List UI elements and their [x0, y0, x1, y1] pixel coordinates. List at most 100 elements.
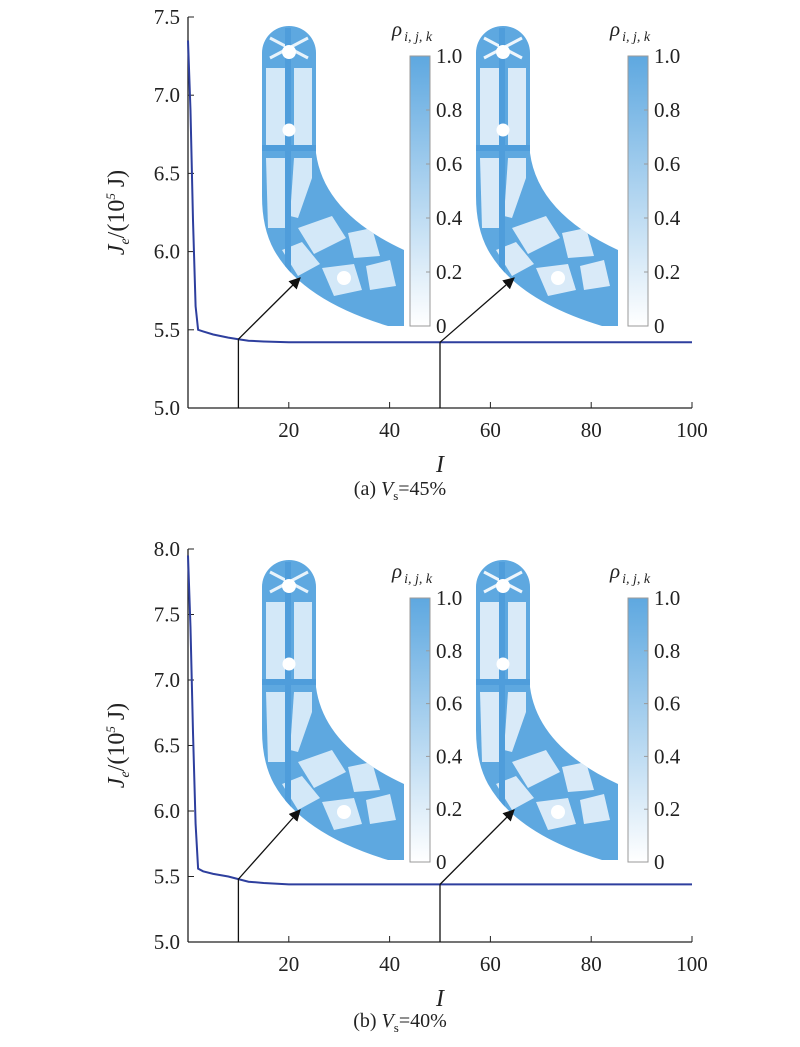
annotation-arrow	[237, 277, 301, 340]
low-density-patch	[266, 158, 286, 228]
hole-bottom	[551, 271, 565, 285]
low-density-patch	[348, 228, 380, 258]
low-density-patch	[480, 602, 500, 682]
hole-top	[282, 45, 296, 59]
x-tick-label: 40	[379, 952, 400, 976]
annotation-arrow	[439, 277, 515, 343]
colorbar-tick-label: 0.2	[654, 797, 680, 821]
colorbar-tick-label: 0.4	[654, 206, 681, 230]
low-density-patch	[562, 762, 594, 792]
panel-b: ρ i, j, k 0 0.2 0.4 0.6 0.8 1.0 ρ i, j, k 0 0.2 0.4 0…	[0, 532, 800, 1047]
low-density-patch	[496, 776, 534, 810]
low-density-patch	[366, 794, 396, 824]
colorbar-title: ρ i, j, k	[391, 17, 433, 45]
colorbar-tick-label: 0.4	[654, 744, 681, 768]
hole-top	[496, 45, 510, 59]
low-density-patch	[508, 68, 526, 148]
low-density-patch	[294, 602, 312, 682]
y-axis-label: Je/(105 J)	[103, 170, 133, 255]
low-density-patch	[266, 68, 286, 148]
x-axis-label: I	[435, 452, 445, 478]
caption-prefix: (b)	[353, 1010, 382, 1032]
caption-rest: =45%	[398, 478, 447, 500]
y-tick-label: 6.5	[154, 734, 180, 758]
colorbar-tick-label: 0.6	[436, 692, 462, 716]
series-line	[187, 555, 692, 886]
x-tick-label: 60	[480, 418, 501, 442]
caption-rest: =40%	[398, 1010, 447, 1032]
hole-middle	[496, 123, 510, 137]
colorbar	[627, 597, 649, 863]
low-density-patch	[266, 692, 286, 762]
topology-inset-0-2	[476, 26, 618, 326]
colorbar-title: ρ i, j, k	[609, 559, 651, 587]
caption-var: V	[381, 1010, 394, 1032]
panel-a: ρ i, j, k 0 0.2 0.4 0.6 0.8 1.0 ρ i, j, k 0 0.2 0.4 0…	[0, 5, 800, 504]
colorbar-tick-label: 0.8	[654, 98, 680, 122]
hole-middle	[282, 657, 296, 671]
colorbar-tick-label: 0.4	[436, 744, 463, 768]
colorbar-tick-label: 0	[654, 314, 665, 338]
hole-bottom	[337, 271, 351, 285]
y-tick-label: 6.5	[154, 161, 180, 185]
x-tick-label: 80	[581, 952, 602, 976]
low-density-patch	[266, 602, 286, 682]
low-density-patch	[290, 692, 312, 752]
colorbar-tick-label: 0.4	[436, 206, 463, 230]
low-density-patch	[512, 750, 560, 788]
low-density-patch	[294, 68, 312, 148]
colorbar-tick-label: 0	[436, 850, 447, 874]
x-tick-label: 20	[278, 952, 299, 976]
colorbar-tick-label: 1.0	[654, 44, 680, 68]
colorbar-tick-label: 1.0	[436, 586, 462, 610]
colorbar-tick-label: 0.2	[436, 260, 462, 284]
y-tick-label: 6.0	[154, 799, 180, 823]
low-density-patch	[580, 260, 610, 290]
series-line	[187, 40, 692, 344]
colorbar-tick-label: 1.0	[654, 586, 680, 610]
low-density-patch	[512, 216, 560, 254]
colorbar-title: ρ i, j, k	[391, 559, 433, 587]
low-density-patch	[562, 228, 594, 258]
low-density-patch	[290, 158, 312, 218]
hole-middle	[282, 123, 296, 137]
y-axis-label: Je/(105 J)	[103, 703, 133, 788]
y-tick-label: 5.0	[154, 396, 180, 420]
caption-sub: s	[393, 1020, 399, 1035]
y-tick-label: 7.5	[154, 5, 180, 29]
x-tick-label: 80	[581, 418, 602, 442]
topology-inset-1-2	[476, 560, 618, 860]
hole-middle	[496, 657, 510, 671]
colorbar-tick-label: 0.8	[436, 639, 462, 663]
low-density-patch	[298, 750, 346, 788]
low-density-patch	[504, 692, 526, 752]
caption-a: (a) Vs=45%	[0, 478, 800, 504]
hole-top	[282, 579, 296, 593]
colorbar-tick-label: 0.6	[654, 152, 680, 176]
low-density-patch	[496, 242, 534, 276]
caption-sub: s	[393, 488, 399, 503]
low-density-patch	[298, 216, 346, 254]
colorbar-tick-label: 0	[436, 314, 447, 338]
caption-b: (b) Vs=40%	[0, 1010, 800, 1036]
chart-b: ρ i, j, k00.20.40.60.81.0ρ i, j, k00.20.40…	[103, 537, 708, 1012]
chart-a: ρ i, j, k00.20.40.60.81.0ρ i, j, k00.20.40…	[103, 5, 708, 478]
low-density-patch	[504, 158, 526, 218]
colorbar-tick-label: 0.2	[436, 797, 462, 821]
x-axis-label: I	[435, 986, 445, 1012]
low-density-patch	[282, 776, 320, 810]
annotation-arrow	[439, 809, 515, 885]
colorbar-tick-label: 0.8	[654, 639, 680, 663]
colorbar	[409, 597, 431, 863]
colorbar-tick-label: 0.6	[654, 692, 680, 716]
hole-bottom	[337, 805, 351, 819]
x-tick-label: 20	[278, 418, 299, 442]
hole-bottom	[551, 805, 565, 819]
low-density-patch	[366, 260, 396, 290]
y-tick-label: 5.5	[154, 318, 180, 342]
colorbar-tick-label: 0	[654, 850, 665, 874]
caption-var: V	[380, 478, 394, 500]
low-density-patch	[282, 242, 320, 276]
x-tick-label: 100	[676, 952, 708, 976]
